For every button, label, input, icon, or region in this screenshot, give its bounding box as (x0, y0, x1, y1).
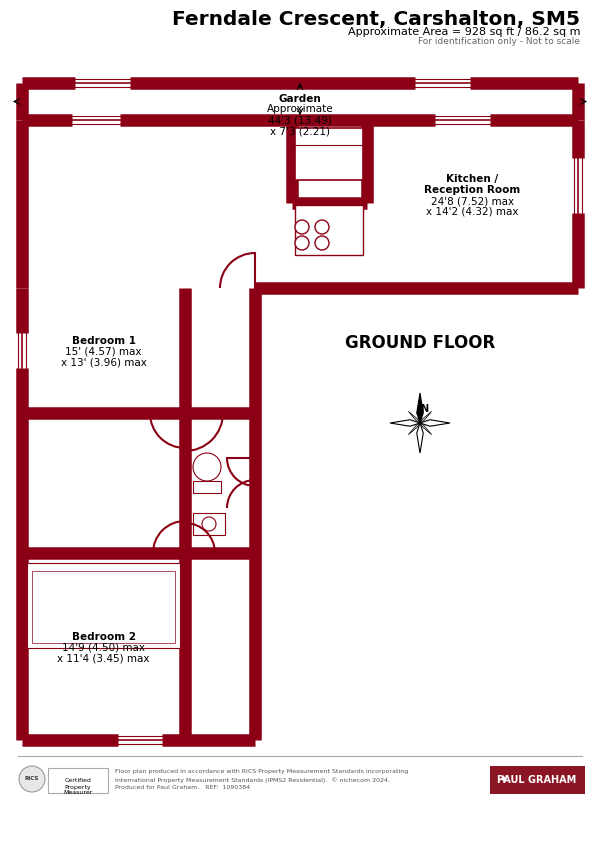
Polygon shape (409, 411, 420, 423)
Text: N: N (420, 404, 428, 414)
Circle shape (295, 220, 309, 234)
Text: Approximate Area = 928 sq ft / 86.2 sq m: Approximate Area = 928 sq ft / 86.2 sq m (347, 27, 580, 37)
Polygon shape (390, 420, 420, 427)
Polygon shape (417, 393, 423, 423)
Text: x 11'4 (3.45) max: x 11'4 (3.45) max (57, 654, 150, 663)
Text: ✦: ✦ (499, 775, 508, 785)
Text: 24'8 (7.52) max: 24'8 (7.52) max (431, 196, 514, 206)
Polygon shape (22, 83, 578, 120)
Polygon shape (22, 288, 255, 740)
Text: 15' (4.57) max: 15' (4.57) max (65, 347, 142, 356)
Text: Floor plan produced in accordance with RICS Property Measurement Standards incor: Floor plan produced in accordance with R… (115, 769, 408, 774)
Text: Bedroom 2: Bedroom 2 (71, 632, 136, 641)
Polygon shape (295, 205, 363, 255)
Text: 14'9 (4.50) max: 14'9 (4.50) max (62, 643, 145, 652)
Polygon shape (48, 768, 108, 793)
Text: x 7'3 (2.21): x 7'3 (2.21) (270, 126, 330, 137)
Text: PAUL GRAHAM: PAUL GRAHAM (497, 775, 577, 785)
Text: Property: Property (65, 784, 91, 789)
Polygon shape (409, 423, 420, 435)
Polygon shape (420, 423, 431, 435)
Circle shape (193, 453, 221, 481)
Text: Measurer: Measurer (64, 790, 92, 795)
Polygon shape (193, 513, 225, 535)
Polygon shape (27, 563, 180, 648)
Text: Ferndale Crescent, Carshalton, SM5: Ferndale Crescent, Carshalton, SM5 (172, 10, 580, 29)
Text: Garden: Garden (278, 93, 322, 103)
Polygon shape (295, 128, 363, 180)
Text: Reception Room: Reception Room (424, 185, 521, 195)
Text: International Property Measurement Standards (IPMS2 Residential).  © nichecom 20: International Property Measurement Stand… (115, 777, 390, 783)
Text: x 14'2 (4.32) max: x 14'2 (4.32) max (426, 207, 519, 217)
Text: For identification only - Not to scale: For identification only - Not to scale (418, 37, 580, 46)
Circle shape (19, 766, 45, 792)
Text: 44'3 (13.49): 44'3 (13.49) (268, 115, 332, 126)
Polygon shape (420, 411, 431, 423)
Circle shape (295, 236, 309, 250)
Text: Kitchen /: Kitchen / (446, 174, 499, 184)
Polygon shape (32, 571, 175, 643)
Circle shape (315, 220, 329, 234)
Circle shape (315, 236, 329, 250)
Text: Bedroom 1: Bedroom 1 (71, 336, 136, 345)
Polygon shape (193, 481, 221, 493)
Text: Approximate: Approximate (266, 104, 334, 114)
Text: GROUND FLOOR: GROUND FLOOR (345, 334, 495, 352)
Polygon shape (420, 420, 450, 427)
Text: RICS: RICS (25, 777, 39, 782)
Polygon shape (22, 120, 578, 288)
Text: x 13' (3.96) max: x 13' (3.96) max (61, 358, 146, 367)
Polygon shape (417, 423, 423, 453)
Polygon shape (490, 766, 585, 794)
Text: Produced for Paul Graham.   REF:  1090384: Produced for Paul Graham. REF: 1090384 (115, 785, 250, 790)
Text: Certified: Certified (65, 778, 91, 783)
